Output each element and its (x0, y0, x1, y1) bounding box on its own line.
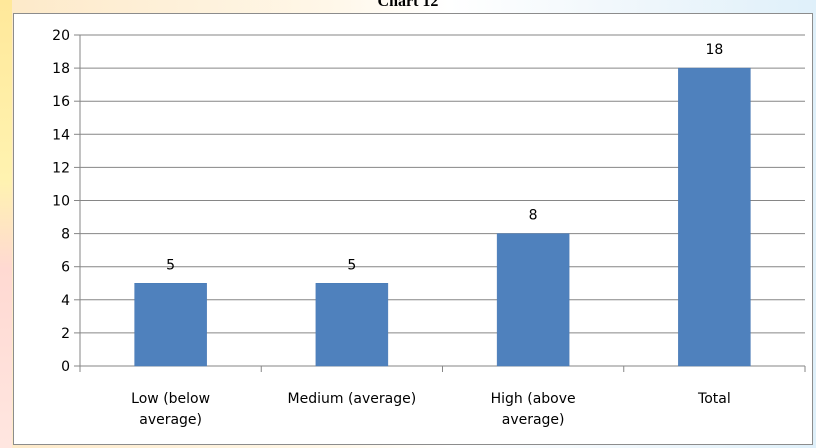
y-tick-labels: 0 2 4 6 8 10 12 14 16 18 20 (52, 28, 70, 375)
y-tick-label: 14 (52, 127, 70, 143)
y-tick-label: 4 (61, 293, 70, 309)
bar (315, 283, 389, 367)
background-stripe (0, 0, 12, 448)
y-tick-label: 6 (61, 260, 70, 276)
y-tick-label: 0 (61, 359, 70, 375)
bar (496, 233, 570, 367)
x-tick-labels: Low (below average) Medium (average) High (… (131, 391, 731, 428)
bar (134, 283, 207, 367)
y-tick-label: 18 (52, 61, 70, 77)
bar-value-label: 5 (347, 257, 356, 273)
y-tick-label: 20 (52, 28, 70, 44)
chart-title: Chart 12 (377, 0, 439, 10)
y-tick-label: 10 (52, 194, 70, 210)
y-tick-label: 12 (52, 160, 70, 176)
x-category-label: average) (139, 412, 202, 428)
data-labels: 5 5 8 18 (166, 42, 723, 273)
x-category-label: Medium (average) (288, 391, 417, 407)
x-category-label: Low (below (131, 391, 210, 407)
bar-value-label: 5 (166, 257, 175, 273)
bar-value-label: 18 (705, 42, 723, 58)
bar-value-label: 8 (529, 208, 538, 224)
x-category-label: Total (697, 391, 731, 407)
x-category-label: High (above (491, 391, 576, 407)
y-tick-label: 2 (61, 326, 70, 342)
bars (134, 67, 751, 367)
bar (678, 67, 751, 367)
y-tick-label: 16 (52, 94, 70, 110)
y-tick-label: 8 (61, 227, 70, 243)
x-category-label: average) (502, 412, 565, 428)
